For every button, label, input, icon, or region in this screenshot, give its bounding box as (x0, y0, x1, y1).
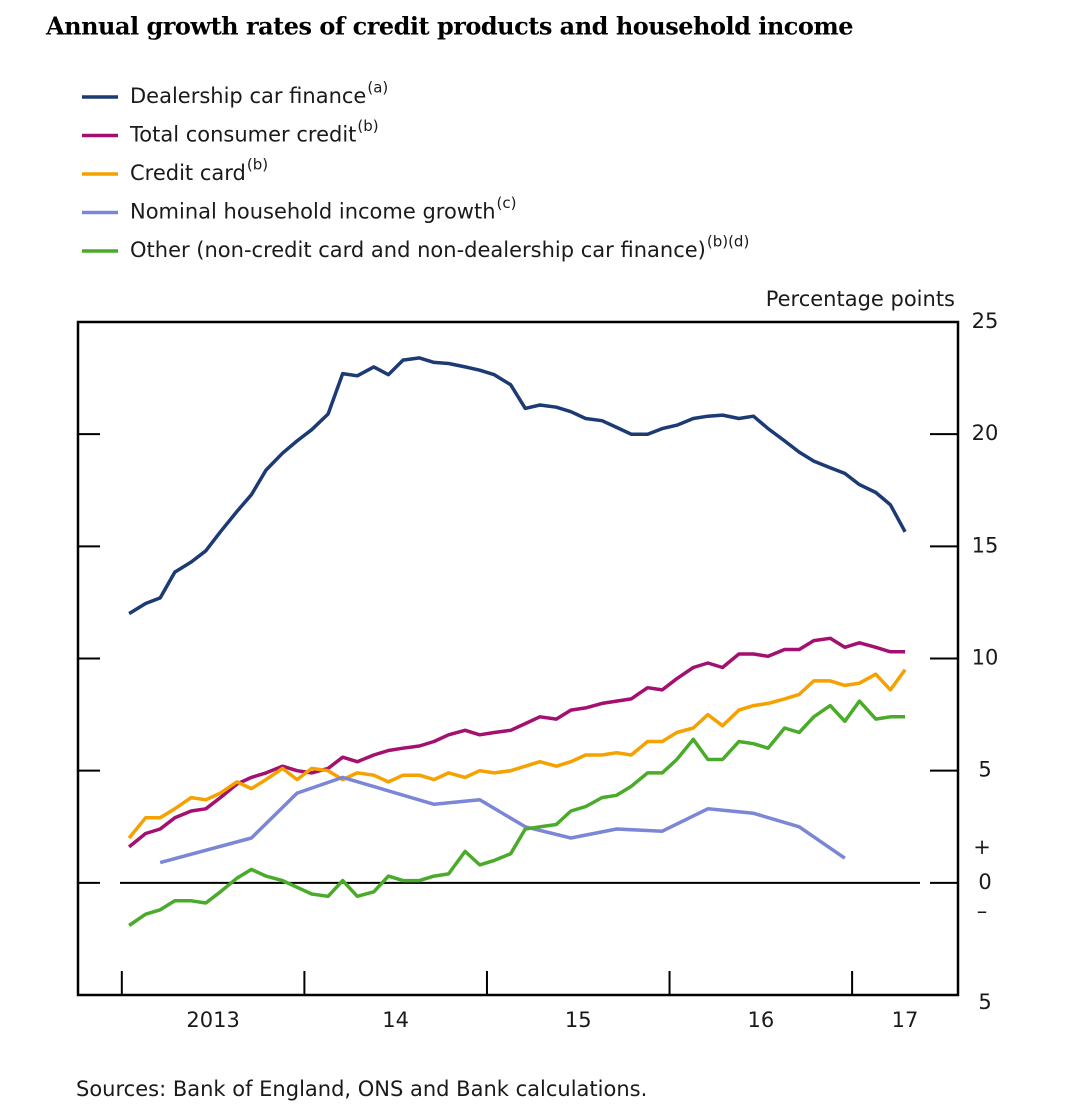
legend-label: Credit card (130, 161, 246, 185)
series-line (159, 775, 846, 865)
legend-superscript: (b) (357, 117, 378, 135)
series-line (127, 636, 906, 849)
y-tick-label: 0 (978, 870, 991, 894)
plus-sign: + (973, 835, 991, 859)
x-tick-label: 17 (892, 1008, 919, 1032)
y-tick-label: 20 (972, 421, 999, 445)
y-tick-label: 15 (972, 533, 999, 557)
legend-label: Nominal household income growth (130, 200, 496, 224)
legend-label: Other (non-credit card and non-dealershi… (130, 238, 706, 262)
source-note: Sources: Bank of England, ONS and Bank c… (76, 1077, 647, 1101)
legend-label: Total consumer credit (129, 123, 356, 147)
series-line (127, 668, 907, 840)
legend-superscript: (c) (497, 194, 517, 212)
x-tick-label: 14 (382, 1008, 409, 1032)
x-tick-label: 15 (565, 1008, 592, 1032)
minus-sign: – (977, 899, 988, 923)
legend-label: Dealership car finance (130, 84, 366, 108)
series-line (128, 356, 907, 616)
x-tick-label: 2013 (186, 1008, 239, 1032)
plot-frame (76, 320, 960, 997)
legend-superscript: (a) (367, 79, 388, 97)
y-tick-label: 25 (972, 309, 999, 333)
series-line (128, 699, 906, 927)
chart-title: Annual growth rates of credit products a… (45, 12, 853, 41)
legend-superscript: (b) (247, 156, 268, 174)
y-tick-label: 5 (978, 990, 991, 1014)
y-tick-label: 5 (978, 758, 991, 782)
y-axis-label: Percentage points (766, 287, 955, 311)
y-tick-label: 10 (972, 646, 999, 670)
x-tick-label: 16 (747, 1008, 774, 1032)
legend-superscript: (b)(d) (707, 233, 749, 251)
